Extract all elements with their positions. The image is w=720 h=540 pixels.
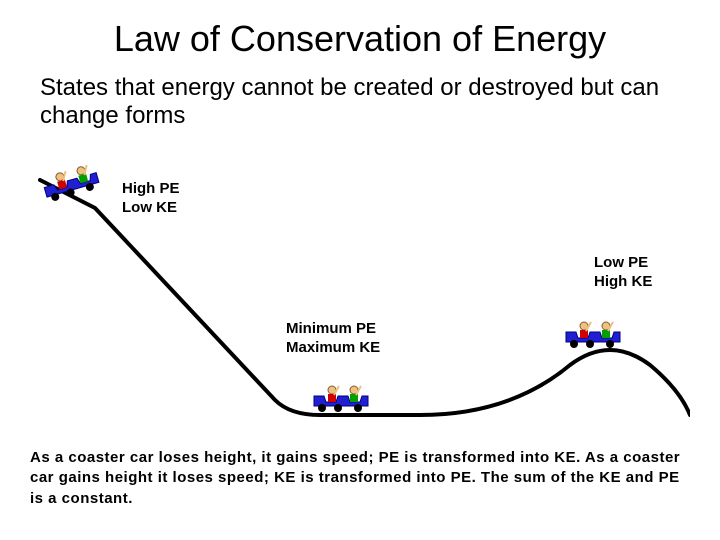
coaster-car-hill <box>566 322 620 348</box>
label-minimum-pe: Minimum PE Maximum KE <box>286 320 380 358</box>
energy-diagram: High PE Low KE Minimum PE Maximum KE Low… <box>30 150 690 440</box>
slide-subtitle: States that energy cannot be created or … <box>40 74 680 131</box>
label-low-pe: Low PE High KE <box>594 254 652 292</box>
slide: Law of Conservation of Energy States tha… <box>0 0 720 540</box>
coaster-car-bottom <box>314 386 368 412</box>
label-high-pe: High PE Low KE <box>122 180 180 218</box>
slide-title: Law of Conservation of Energy <box>0 18 720 60</box>
diagram-caption: As a coaster car loses height, it gains … <box>30 448 690 509</box>
